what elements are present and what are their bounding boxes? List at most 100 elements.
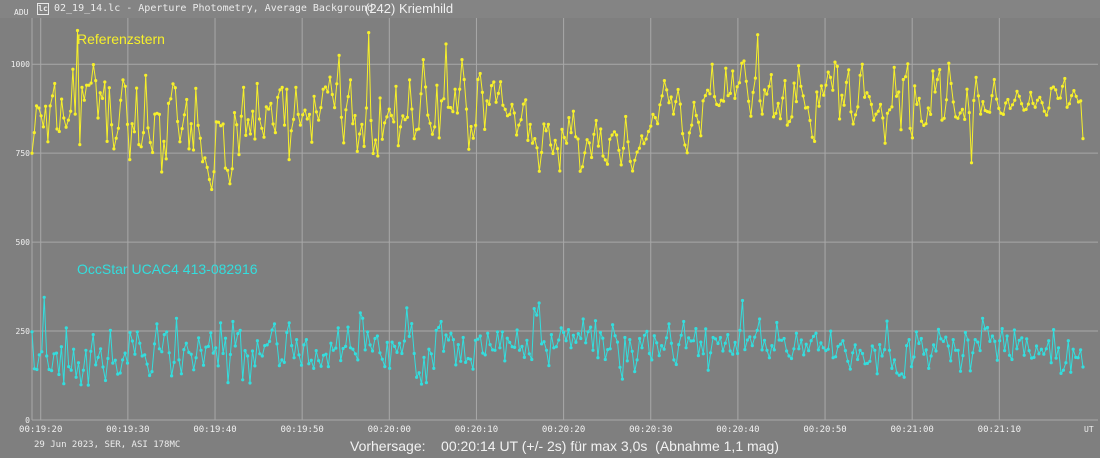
data-point xyxy=(867,95,871,99)
data-point xyxy=(184,341,188,345)
data-point xyxy=(426,113,430,117)
data-point xyxy=(189,122,193,126)
data-point xyxy=(257,117,262,121)
data-point xyxy=(802,353,806,357)
data-point xyxy=(439,319,443,324)
data-point xyxy=(326,365,330,369)
data-point xyxy=(933,90,937,94)
data-point xyxy=(874,112,878,116)
data-point xyxy=(667,101,671,105)
data-point xyxy=(176,119,180,124)
data-point xyxy=(76,361,81,365)
data-point xyxy=(85,83,89,87)
data-point xyxy=(312,366,316,370)
data-point xyxy=(328,75,332,79)
data-point xyxy=(694,327,698,331)
data-point xyxy=(221,122,225,126)
data-point xyxy=(738,328,742,332)
data-point xyxy=(361,316,365,320)
data-point xyxy=(706,88,710,92)
data-point xyxy=(740,61,744,65)
data-point xyxy=(976,340,980,344)
data-point xyxy=(248,381,252,385)
data-point xyxy=(474,123,478,127)
data-point xyxy=(210,187,214,192)
data-point xyxy=(491,348,495,352)
data-point xyxy=(935,77,940,82)
data-point xyxy=(35,367,39,372)
data-point xyxy=(885,111,890,115)
data-point xyxy=(853,343,857,347)
data-point xyxy=(312,94,316,98)
data-point xyxy=(1017,94,1021,98)
data-point xyxy=(495,330,500,334)
data-point xyxy=(1044,347,1048,351)
data-point xyxy=(860,351,865,356)
data-point xyxy=(679,333,683,337)
x-axis-unit-label: UT xyxy=(1084,425,1094,434)
data-point xyxy=(904,75,908,79)
data-point xyxy=(684,346,688,350)
data-point xyxy=(309,358,313,362)
data-point xyxy=(526,138,530,142)
data-point xyxy=(59,345,64,349)
data-point xyxy=(522,355,527,359)
data-point xyxy=(371,151,375,156)
data-point xyxy=(106,356,110,361)
data-point xyxy=(198,136,202,140)
data-point xyxy=(851,122,855,126)
data-point xyxy=(885,319,889,323)
data-point xyxy=(787,354,791,358)
data-point xyxy=(380,137,384,141)
data-point xyxy=(289,129,293,133)
data-point xyxy=(949,359,953,363)
data-point xyxy=(219,321,223,325)
data-point xyxy=(110,123,114,127)
data-point xyxy=(468,357,473,361)
data-point xyxy=(351,347,355,351)
data-point xyxy=(336,326,340,330)
data-point xyxy=(630,349,634,353)
data-point xyxy=(571,333,576,337)
data-point xyxy=(244,133,248,137)
data-point xyxy=(331,348,335,352)
data-point xyxy=(321,87,325,91)
data-point xyxy=(201,363,206,367)
data-point xyxy=(196,123,200,127)
data-point xyxy=(1081,137,1085,141)
data-point xyxy=(32,367,37,371)
data-point xyxy=(91,333,95,337)
data-point xyxy=(1074,355,1078,359)
data-point xyxy=(619,163,623,167)
data-point xyxy=(446,338,451,342)
data-point xyxy=(46,140,50,144)
data-point xyxy=(979,112,983,116)
data-point xyxy=(560,127,564,131)
data-point xyxy=(922,123,926,127)
data-point xyxy=(481,351,485,355)
data-point xyxy=(733,340,737,344)
data-point xyxy=(91,63,95,67)
data-point xyxy=(387,107,391,111)
data-point xyxy=(64,125,68,129)
data-point xyxy=(50,369,54,373)
data-point xyxy=(677,343,681,347)
data-point xyxy=(742,59,746,63)
data-point xyxy=(408,78,412,82)
data-point xyxy=(718,335,723,340)
data-point xyxy=(1049,361,1053,365)
data-point xyxy=(828,75,833,79)
data-point xyxy=(461,335,465,340)
data-point xyxy=(938,68,942,72)
x-tick-label: 00:21:10 xyxy=(978,425,1021,435)
data-point xyxy=(334,346,338,350)
data-point xyxy=(848,367,852,371)
data-point xyxy=(723,341,727,345)
data-point xyxy=(297,353,301,357)
data-point xyxy=(112,147,116,151)
data-point xyxy=(487,102,491,106)
data-point xyxy=(164,157,168,161)
data-point xyxy=(819,84,824,88)
data-point xyxy=(1066,339,1070,343)
data-point xyxy=(1032,355,1036,359)
